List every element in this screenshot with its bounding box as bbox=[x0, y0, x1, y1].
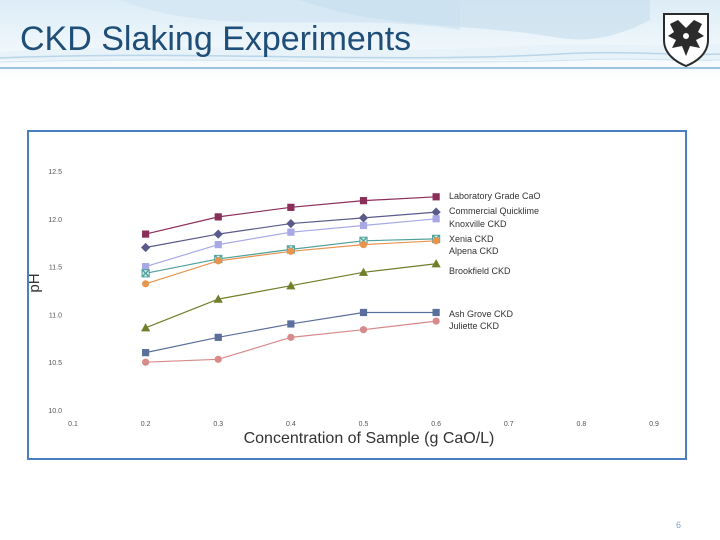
x-tick-label: 0.7 bbox=[504, 421, 514, 428]
data-point bbox=[359, 308, 368, 317]
y-tick-label: 11.0 bbox=[49, 312, 62, 319]
slide-header: CKD Slaking Experiments bbox=[0, 0, 720, 82]
data-point bbox=[142, 349, 150, 357]
data-point bbox=[141, 323, 151, 332]
series-line bbox=[145, 311, 437, 354]
data-point bbox=[431, 207, 441, 217]
data-point bbox=[287, 228, 295, 236]
data-point bbox=[432, 308, 440, 317]
data-point bbox=[287, 247, 295, 255]
y-tick-label: 12.5 bbox=[48, 169, 62, 176]
data-point bbox=[214, 213, 222, 221]
header-wave-decoration bbox=[0, 0, 720, 63]
data-point bbox=[213, 229, 223, 239]
x-tick-label: 0.6 bbox=[431, 421, 441, 428]
y-tick-label: 10.0 bbox=[48, 408, 62, 415]
data-point bbox=[142, 230, 150, 238]
data-point bbox=[214, 333, 222, 341]
data-point bbox=[287, 320, 295, 328]
header-divider bbox=[0, 67, 720, 69]
ph-line-chart: 0.1 0.2 0.3 0.4 0.5 0.6 0.7 0.8 0.9 10.0 10.5 11.0 1… bbox=[29, 169, 659, 447]
legend-label: Xenia CKD bbox=[449, 234, 494, 244]
page-number: 6 bbox=[676, 520, 682, 530]
data-point bbox=[359, 326, 368, 334]
legend-label: Ash Grove CKD bbox=[449, 309, 514, 319]
data-point bbox=[431, 259, 441, 268]
data-point bbox=[214, 355, 222, 363]
data-point bbox=[432, 237, 440, 245]
data-point bbox=[142, 358, 150, 366]
legend-label: Knoxville CKD bbox=[449, 219, 507, 229]
data-point bbox=[286, 281, 296, 290]
x-tick-label: 0.1 bbox=[68, 421, 78, 428]
legend-label: Brookfield CKD bbox=[449, 266, 511, 276]
data-point bbox=[141, 269, 150, 278]
slide-title: CKD Slaking Experiments bbox=[20, 20, 412, 58]
legend-label: Laboratory Grade CaO bbox=[449, 191, 541, 201]
data-point bbox=[287, 333, 295, 341]
x-axis-title: Concentration of Sample (g CaO/L) bbox=[244, 430, 495, 447]
series-line bbox=[145, 238, 437, 274]
university-crest-icon bbox=[663, 13, 709, 68]
data-point bbox=[142, 263, 150, 271]
y-tick-label: 10.5 bbox=[48, 360, 62, 367]
x-tick-label: 0.5 bbox=[359, 421, 369, 428]
legend-label: Commercial Quicklime bbox=[449, 206, 539, 216]
data-point bbox=[358, 267, 369, 276]
data-point bbox=[359, 221, 368, 230]
data-point bbox=[142, 280, 150, 288]
legend-label: Alpena CKD bbox=[449, 246, 499, 256]
data-point bbox=[358, 213, 369, 223]
chart-frame: 0.1 0.2 0.3 0.4 0.5 0.6 0.7 0.8 0.9 10.0 10.5 11.0 1… bbox=[27, 130, 687, 460]
data-point bbox=[287, 203, 295, 211]
x-tick-label: 0.2 bbox=[141, 421, 151, 428]
series-line bbox=[145, 263, 437, 329]
data-point bbox=[432, 215, 440, 223]
data-point bbox=[359, 197, 368, 205]
data-point bbox=[432, 193, 440, 201]
y-tick-label: 12.0 bbox=[48, 217, 62, 224]
data-point bbox=[286, 218, 296, 229]
y-tick-label: 11.5 bbox=[49, 265, 62, 272]
y-axis-title: pH bbox=[29, 273, 43, 292]
x-tick-label: 0.4 bbox=[286, 421, 296, 428]
data-point bbox=[141, 242, 151, 253]
x-tick-label: 0.8 bbox=[577, 421, 587, 428]
data-point bbox=[432, 317, 440, 325]
data-point bbox=[214, 257, 222, 265]
data-point bbox=[214, 241, 222, 249]
data-point bbox=[359, 241, 368, 249]
legend-label: Juliette CKD bbox=[449, 321, 500, 331]
x-tick-label: 0.3 bbox=[213, 421, 223, 428]
x-tick-label: 0.9 bbox=[649, 421, 659, 428]
data-point bbox=[213, 294, 223, 303]
